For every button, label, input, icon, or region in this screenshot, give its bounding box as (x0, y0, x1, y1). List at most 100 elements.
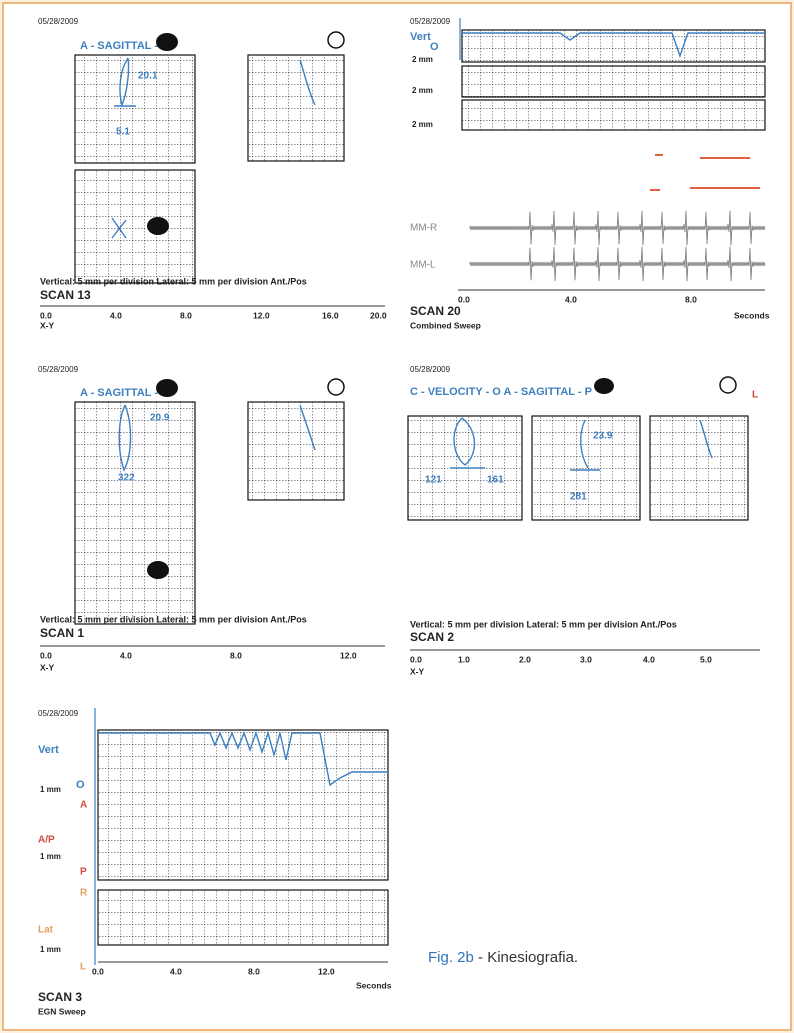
scan-name: SCAN 2 (410, 630, 454, 644)
trace (98, 730, 388, 787)
grid (74, 401, 196, 625)
panel-title: A - SAGITTAL - P (80, 387, 168, 399)
tick-label: 8.0 (685, 294, 697, 304)
scan-subtitle: Combined Sweep (410, 320, 481, 330)
value-label: 161 (487, 475, 504, 486)
grid (461, 29, 766, 63)
tick-label: 0.0 (410, 654, 422, 664)
grid (531, 415, 641, 521)
face-icon (327, 378, 345, 396)
gain-label: 1 mm (40, 785, 61, 794)
marker: P (80, 867, 87, 878)
caption-text: - Kinesiografia. (478, 949, 578, 966)
marker: L (80, 962, 86, 973)
channel-label: A/P (38, 835, 55, 846)
axis-unit: Seconds (734, 310, 770, 320)
caption-label: Fig. 2b (428, 949, 474, 966)
origin-marker: O (430, 41, 439, 53)
tick-label: 8.0 (180, 310, 192, 320)
trace (570, 419, 600, 471)
scale-note: Vertical: 5 mm per division Lateral: 5 m… (40, 276, 307, 286)
face-icon (327, 31, 345, 49)
scan-name: SCAN 13 (40, 288, 91, 302)
scan-subtitle: EGN Sweep (38, 1006, 86, 1016)
scan-name: SCAN 20 (410, 304, 461, 318)
grid (461, 65, 766, 98)
grid (97, 729, 389, 881)
axis-label: X-Y (40, 662, 55, 672)
side-label: L (752, 390, 758, 401)
grid (97, 889, 389, 946)
figure-caption: Fig. 2b - Kinesiografia. (428, 949, 578, 966)
scan-panel: 05/28/2009 A - SAGITTAL - P 20.9 322 Ver… (38, 365, 385, 672)
marker: A (80, 800, 87, 811)
trace (699, 419, 713, 459)
scan-name: SCAN 1 (40, 626, 84, 640)
date: 05/28/2009 (410, 365, 451, 374)
trace (111, 217, 127, 239)
tick-label: 4.0 (110, 310, 122, 320)
tick-label: 0.0 (92, 966, 104, 976)
tick-label: 4.0 (565, 294, 577, 304)
tick-label: 0.0 (458, 294, 470, 304)
tick-label: 4.0 (643, 654, 655, 664)
tick-label: 2.0 (519, 654, 531, 664)
channel-label: Vert (38, 744, 59, 756)
tick-label: 3.0 (580, 654, 592, 664)
date: 05/28/2009 (38, 709, 79, 718)
marker: O (76, 779, 85, 791)
trace (299, 59, 316, 106)
grid (247, 401, 345, 501)
scan-name: SCAN 3 (38, 990, 82, 1004)
grid (649, 415, 749, 521)
value-label: 5.1 (116, 127, 130, 138)
axis-label: X-Y (40, 320, 55, 330)
tick-label: 20.0 (370, 310, 387, 320)
date: 05/28/2009 (38, 365, 79, 374)
trace (114, 57, 136, 108)
head-icon (147, 561, 169, 579)
value-label: 23.9 (593, 431, 613, 442)
trace (650, 154, 760, 191)
tick-label: 0.0 (40, 650, 52, 660)
tick-label: 4.0 (120, 650, 132, 660)
grid (74, 54, 196, 164)
trace (450, 417, 485, 469)
scan-panel: 05/28/2009 C - VELOCITY - O A - SAGITTAL… (407, 365, 760, 676)
trace (299, 404, 316, 451)
tick-label: 12.0 (318, 966, 335, 976)
face-icon (719, 376, 737, 394)
scale-note: Vertical: 5 mm per division Lateral: 5 m… (40, 614, 307, 624)
trace (118, 404, 132, 472)
scan-panel: 05/28/2009 A - SAGITTAL - P 20.1 5.1 Ver… (38, 17, 387, 330)
value-label: 322 (118, 473, 135, 484)
grid (74, 169, 196, 284)
gain-label: 1 mm (40, 852, 61, 861)
tick-label: 0.0 (40, 310, 52, 320)
scale-note: Vertical: 5 mm per division Lateral: 5 m… (410, 619, 677, 629)
tick-label: 8.0 (248, 966, 260, 976)
value-label: 121 (425, 475, 442, 486)
gain-label: 2 mm (412, 86, 433, 95)
head-icon (147, 217, 169, 235)
date: 05/28/2009 (38, 17, 79, 26)
scan-panel: 05/28/2009 Vert 1 mm O A A/P 1 mm P R La… (38, 708, 392, 1016)
value-label: 281 (570, 492, 587, 503)
emg-trace (469, 246, 766, 282)
trace (462, 32, 765, 59)
trace-label: MM-L (410, 260, 436, 271)
emg-trace (469, 210, 766, 246)
tick-label: 8.0 (230, 650, 242, 660)
trace-label: MM-R (410, 223, 437, 234)
date: 05/28/2009 (410, 17, 451, 26)
tick-label: 16.0 (322, 310, 339, 320)
head-icon (594, 378, 614, 394)
value-label: 20.1 (138, 71, 158, 82)
axis-label: X-Y (410, 666, 425, 676)
tick-label: 12.0 (340, 650, 357, 660)
tick-label: 1.0 (458, 654, 470, 664)
channel-label: Vert (410, 31, 431, 43)
head-icon (156, 33, 178, 51)
gain-label: 2 mm (412, 55, 433, 64)
